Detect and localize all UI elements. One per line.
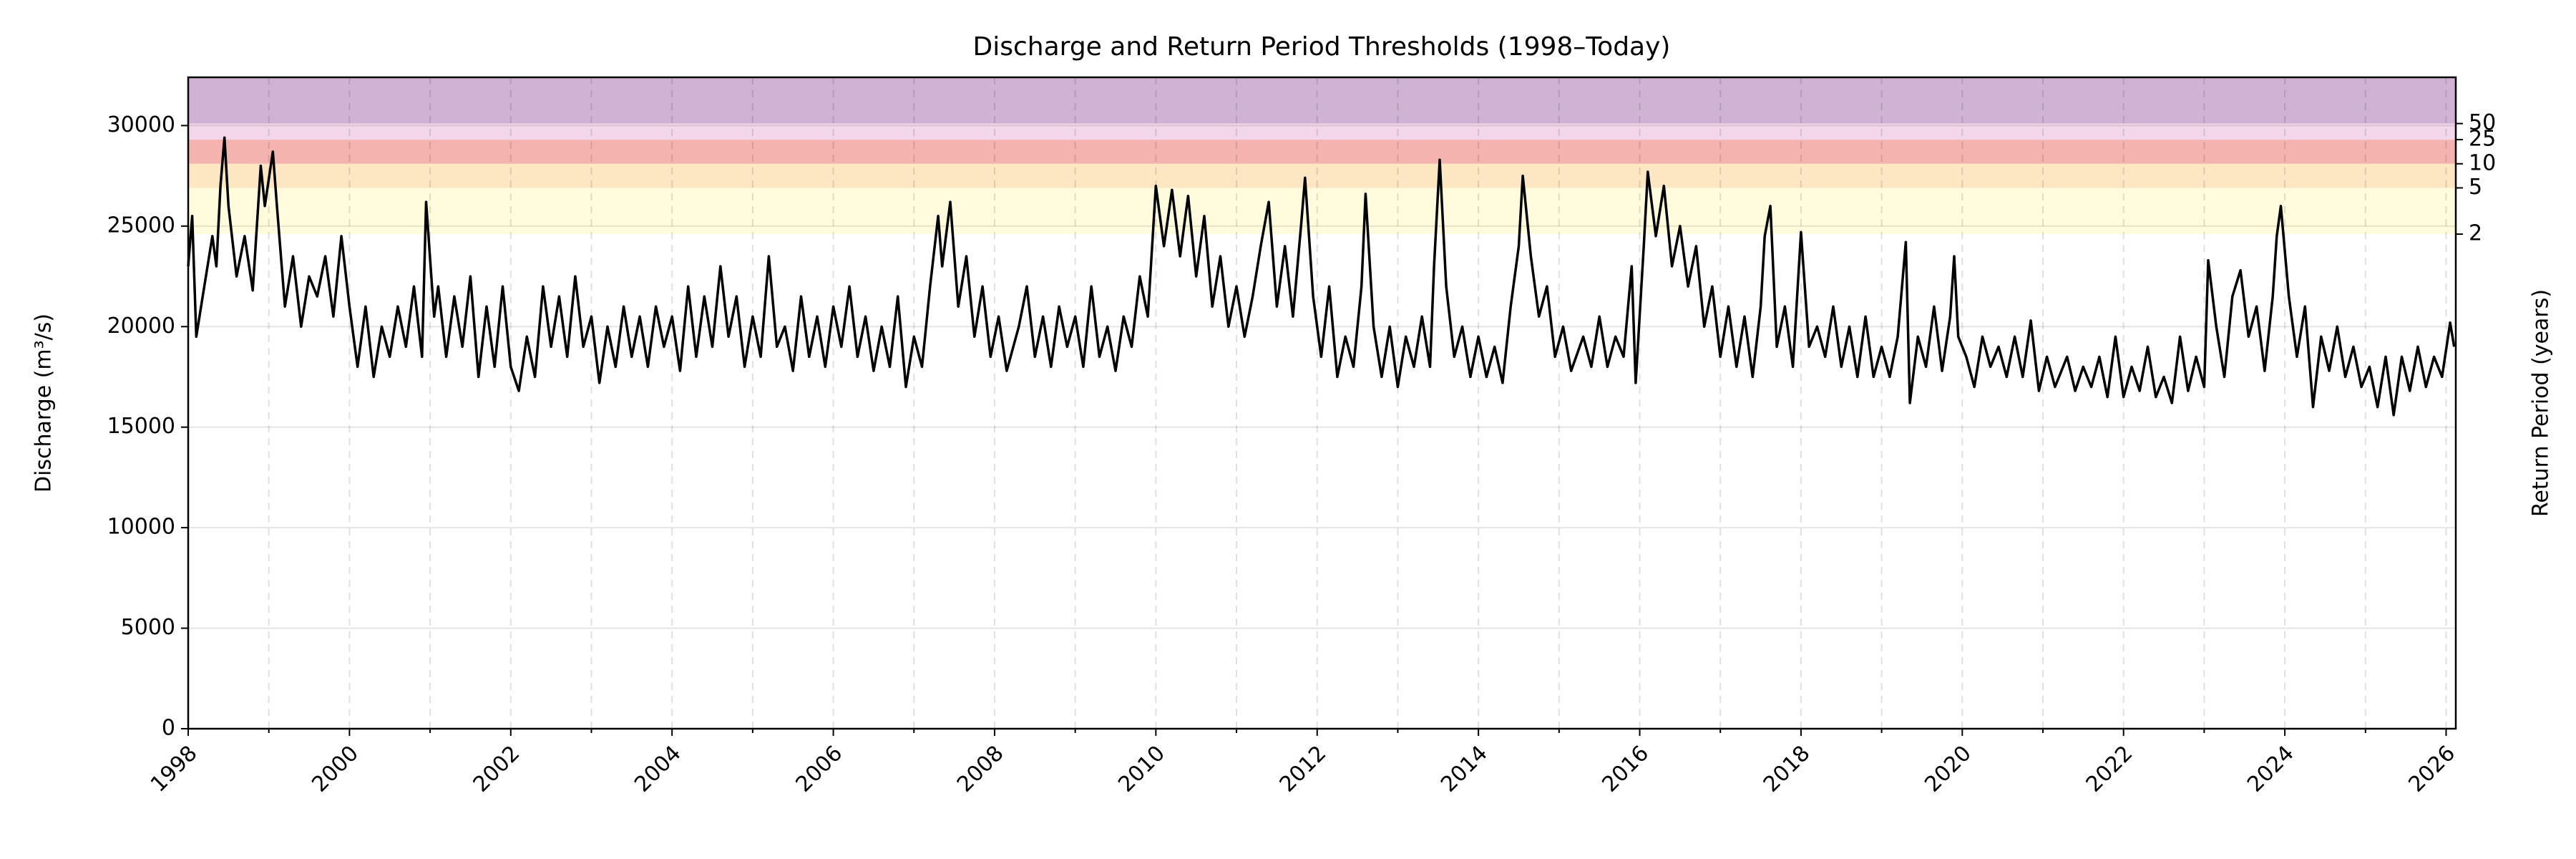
y-tick-label: 0: [162, 716, 175, 741]
return-period-band: [188, 140, 2456, 164]
y-tick-label: 10000: [107, 515, 175, 540]
x-tick-label: 1998: [146, 741, 203, 797]
y-tick-label: 25000: [107, 213, 175, 238]
x-tick-label: 2024: [2243, 741, 2299, 797]
x-tick-label: 2000: [307, 741, 364, 797]
x-tick-label: 2014: [1436, 741, 1493, 797]
x-tick-label: 2008: [952, 741, 1009, 797]
y-tick-label: 15000: [107, 414, 175, 439]
discharge-line: [187, 136, 2456, 417]
x-tick-label: 2012: [1275, 741, 1332, 797]
return-period-band: [188, 77, 2456, 124]
x-tick-label: 2006: [791, 741, 847, 797]
x-tick-label: 2020: [1920, 741, 1976, 797]
x-tick-label: 2010: [1113, 741, 1170, 797]
y-tick-label: 30000: [107, 112, 175, 137]
y2-tick-label: 5: [2469, 175, 2482, 200]
return-period-band: [188, 188, 2456, 235]
y-axis-label: Discharge (m³/s): [31, 314, 57, 492]
return-period-band: [188, 123, 2456, 140]
plot-frame: [187, 76, 2457, 730]
x-tick-label: 2004: [630, 741, 686, 797]
x-tick-label: 2022: [2082, 741, 2138, 797]
chart-title: Discharge and Return Period Thresholds (…: [973, 32, 1671, 62]
x-tick-label: 2018: [1759, 741, 1815, 797]
x-tick-label: 2026: [2404, 741, 2460, 797]
x-tick-label: 2002: [469, 741, 525, 797]
y2-tick-label: 2: [2469, 221, 2482, 246]
y-tick-label: 5000: [121, 615, 175, 640]
y2-axis-label: Return Period (years): [2529, 289, 2554, 517]
x-tick-label: 2016: [1597, 741, 1654, 797]
y2-tick-label: 50: [2469, 110, 2496, 135]
y2-tick-label: 25: [2469, 127, 2496, 152]
y-tick-label: 20000: [107, 314, 175, 339]
return-period-band: [188, 163, 2456, 188]
y2-tick-label: 10: [2469, 150, 2496, 175]
